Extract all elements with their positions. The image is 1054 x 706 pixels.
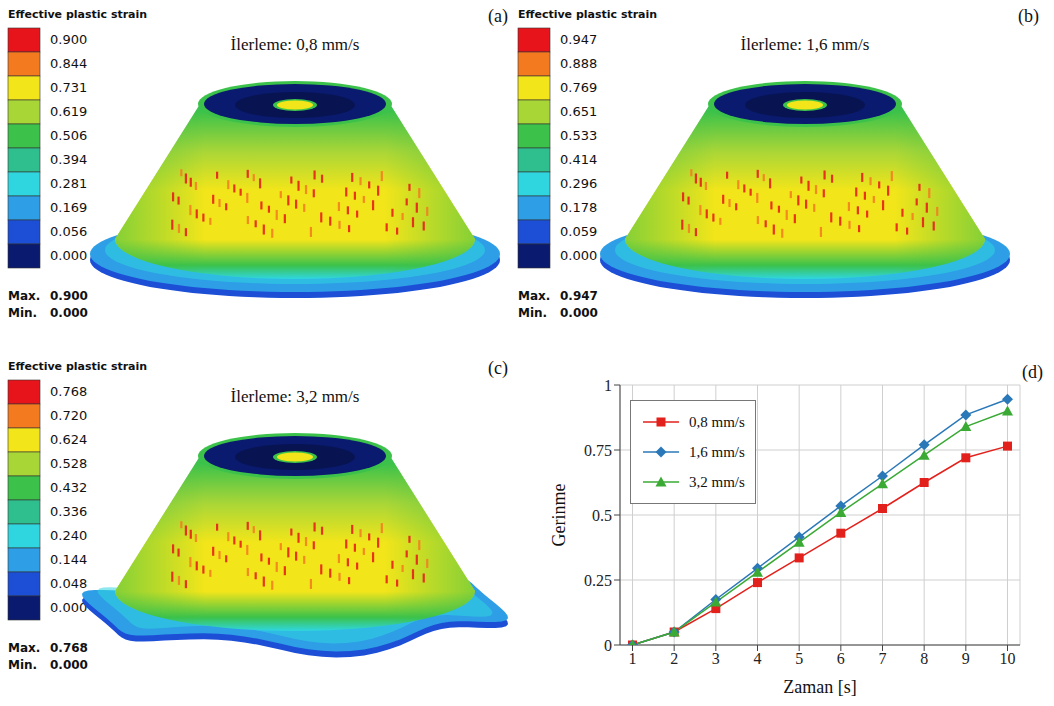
svg-text:0.000: 0.000 (50, 600, 87, 615)
svg-text:0.000: 0.000 (560, 248, 597, 263)
svg-text:0: 0 (604, 637, 612, 654)
html-text:3,2 mm/s: 3,2 mm/s (689, 473, 745, 490)
svg-text:0.059: 0.059 (560, 224, 597, 239)
svg-text:Min.: Min. (518, 306, 547, 320)
svg-text:0.888: 0.888 (560, 56, 597, 71)
html-text:1,6 mm/s: 1,6 mm/s (689, 443, 745, 460)
svg-text:0.528: 0.528 (50, 456, 87, 471)
svg-text:2: 2 (670, 650, 678, 667)
svg-text:0.947: 0.947 (560, 32, 597, 47)
svg-text:Max.: Max. (8, 289, 40, 303)
svg-text:(a): (a) (488, 6, 508, 27)
svg-text:Min.: Min. (8, 306, 37, 320)
html-text:0,8 mm/s: 0,8 mm/s (689, 413, 745, 430)
svg-text:İlerleme: 0,8 mm/s: İlerleme: 0,8 mm/s (231, 35, 360, 54)
svg-text:0.394: 0.394 (50, 152, 87, 167)
svg-text:0.048: 0.048 (50, 576, 87, 591)
svg-text:0.336: 0.336 (50, 504, 87, 519)
svg-text:0.75: 0.75 (584, 442, 612, 459)
svg-text:İlerleme: 3,2 mm/s: İlerleme: 3,2 mm/s (231, 387, 360, 406)
svg-text:1: 1 (604, 377, 612, 394)
svg-text:0.25: 0.25 (584, 572, 612, 589)
svg-text:(c): (c) (488, 358, 508, 379)
svg-text:0.144: 0.144 (50, 552, 87, 567)
svg-text:0.768: 0.768 (50, 641, 88, 655)
svg-text:Min.: Min. (8, 658, 37, 672)
svg-text:0.240: 0.240 (50, 528, 87, 543)
svg-text:(b): (b) (1018, 6, 1039, 27)
svg-text:Effective plastic strain: Effective plastic strain (8, 8, 147, 21)
svg-text:0.624: 0.624 (50, 432, 87, 447)
svg-text:7: 7 (879, 650, 887, 667)
svg-text:İlerleme: 1,6 mm/s: İlerleme: 1,6 mm/s (741, 35, 870, 54)
svg-text:0.533: 0.533 (560, 128, 597, 143)
svg-text:Zaman [s]: Zaman [s] (783, 677, 856, 697)
svg-text:8: 8 (920, 650, 928, 667)
svg-text:0.844: 0.844 (50, 56, 87, 71)
svg-text:3: 3 (712, 650, 720, 667)
svg-text:0.768: 0.768 (50, 384, 87, 399)
svg-text:0.720: 0.720 (50, 408, 87, 423)
svg-text:0.900: 0.900 (50, 289, 88, 303)
svg-text:0.178: 0.178 (560, 200, 597, 215)
svg-text:0.651: 0.651 (560, 104, 597, 119)
svg-text:0.414: 0.414 (560, 152, 597, 167)
svg-text:0.169: 0.169 (50, 200, 87, 215)
svg-text:10: 10 (1000, 650, 1016, 667)
svg-text:0.281: 0.281 (50, 176, 87, 191)
svg-text:0.5: 0.5 (592, 507, 612, 524)
svg-text:4: 4 (754, 650, 762, 667)
svg-text:Effective plastic strain: Effective plastic strain (8, 360, 147, 373)
svg-text:0.296: 0.296 (560, 176, 597, 191)
svg-text:0.731: 0.731 (50, 80, 87, 95)
svg-text:Max.: Max. (8, 641, 40, 655)
svg-text:0.900: 0.900 (50, 32, 87, 47)
svg-text:6: 6 (837, 650, 845, 667)
svg-text:0.000: 0.000 (50, 658, 88, 672)
svg-text:0.432: 0.432 (50, 480, 87, 495)
svg-text:0.947: 0.947 (560, 289, 598, 303)
html-text:(d): (d) (1022, 362, 1043, 382)
svg-text:0.619: 0.619 (50, 104, 87, 119)
svg-text:0.506: 0.506 (50, 128, 87, 143)
svg-text:1: 1 (629, 650, 637, 667)
svg-text:0.056: 0.056 (50, 224, 87, 239)
svg-text:0.769: 0.769 (560, 80, 597, 95)
svg-text:Max.: Max. (518, 289, 550, 303)
svg-text:0.000: 0.000 (50, 248, 87, 263)
svg-text:5: 5 (795, 650, 803, 667)
svg-text:0.000: 0.000 (50, 306, 88, 320)
svg-text:0.000: 0.000 (560, 306, 598, 320)
svg-text:Effective plastic strain: Effective plastic strain (518, 8, 657, 21)
svg-text:Gerinme: Gerinme (549, 484, 569, 547)
svg-text:9: 9 (962, 650, 970, 667)
